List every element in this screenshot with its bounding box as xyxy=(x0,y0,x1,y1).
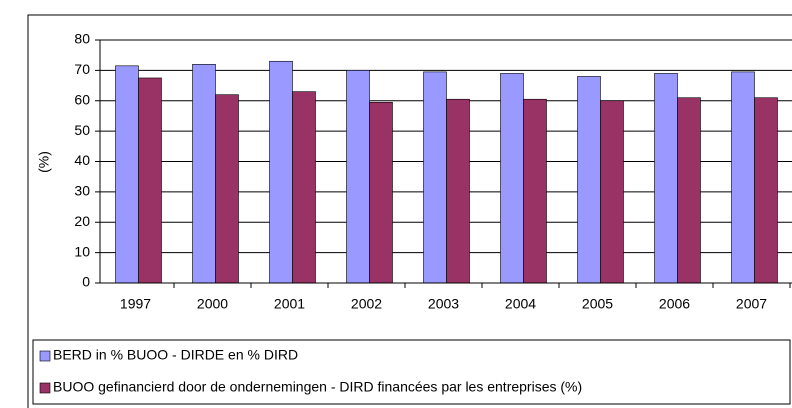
bar xyxy=(677,97,701,284)
bar xyxy=(754,97,778,284)
x-tick-label: 2003 xyxy=(428,296,459,312)
legend-swatch xyxy=(39,350,51,362)
y-axis-label: (%) xyxy=(36,151,52,173)
x-tick-label: 2006 xyxy=(659,296,690,312)
x-tick-label: 2000 xyxy=(197,296,228,312)
bar xyxy=(269,60,293,284)
y-tick-label: 20 xyxy=(74,213,90,229)
bar xyxy=(654,73,678,284)
bar xyxy=(346,70,370,284)
legend-swatch xyxy=(39,382,51,394)
y-tick-label: 10 xyxy=(74,243,90,259)
legend-label: BERD in % BUOO - DIRDE en % DIRD xyxy=(53,347,298,363)
bar xyxy=(192,64,216,284)
bar xyxy=(115,65,139,284)
y-tick-label: 40 xyxy=(74,152,90,168)
bar xyxy=(138,77,162,284)
bar xyxy=(369,101,393,284)
bar xyxy=(292,91,316,284)
legend-label: BUOO gefinancierd door de ondernemingen … xyxy=(53,379,582,395)
bar xyxy=(215,94,239,284)
y-tick-label: 50 xyxy=(74,122,90,138)
y-tick-label: 30 xyxy=(74,183,90,199)
y-tick-label: 80 xyxy=(74,31,90,47)
x-tick-label: 2005 xyxy=(582,296,613,312)
bar xyxy=(500,73,524,284)
y-tick-label: 0 xyxy=(82,274,90,290)
bar xyxy=(600,100,624,284)
legend-box xyxy=(32,339,791,405)
bar xyxy=(523,98,547,284)
x-tick-label: 2002 xyxy=(351,296,382,312)
bar xyxy=(577,76,601,284)
x-tick-label: 1997 xyxy=(120,296,151,312)
bar xyxy=(731,71,755,284)
x-tick-label: 2004 xyxy=(505,296,536,312)
y-tick-label: 60 xyxy=(74,91,90,107)
bar xyxy=(423,71,447,284)
x-tick-label: 2007 xyxy=(736,296,767,312)
y-tick-label: 70 xyxy=(74,61,90,77)
bar xyxy=(446,98,470,284)
x-tick-label: 2001 xyxy=(274,296,305,312)
